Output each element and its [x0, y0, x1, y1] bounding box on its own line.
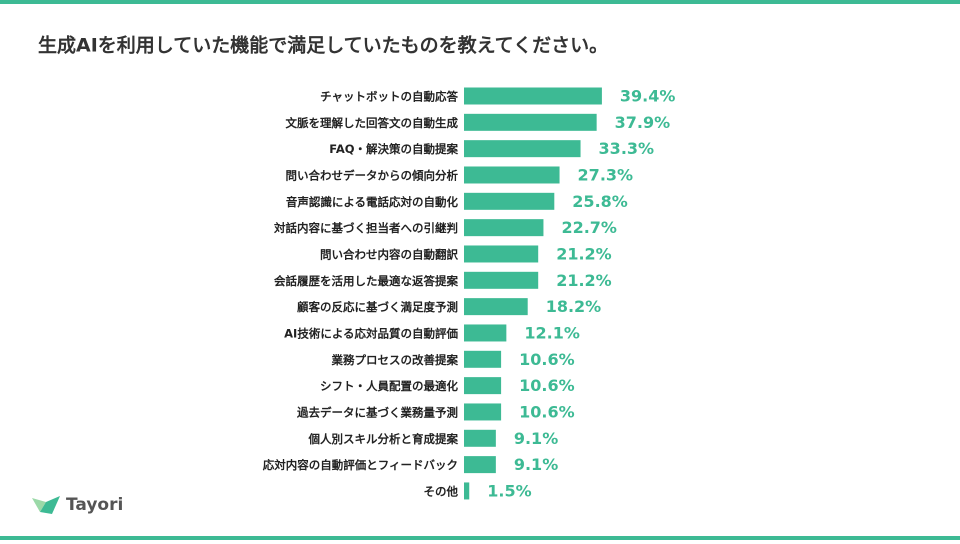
value-label: 10.6%	[519, 350, 575, 369]
bar	[464, 219, 544, 237]
value-label: 1.5%	[487, 481, 531, 500]
value-label: 12.1%	[524, 323, 580, 342]
bar	[464, 87, 602, 105]
bar	[464, 113, 597, 131]
category-label: その他	[424, 484, 459, 498]
value-label: 27.3%	[578, 165, 634, 184]
top-band	[0, 0, 960, 4]
category-label: AI技術による応対品質の自動評価	[284, 326, 458, 340]
category-label: 会話履歴を活用した最適な返答提案	[273, 274, 458, 288]
value-label: 39.4%	[620, 87, 676, 106]
category-label: 問い合わせ内容の自動翻訳	[320, 247, 458, 261]
chart-title: 生成AIを利用していた機能で満足していたものを教えてください。	[38, 34, 608, 57]
value-label: 22.7%	[561, 218, 617, 237]
bar	[464, 245, 539, 263]
bar	[464, 140, 581, 158]
value-label: 21.2%	[556, 271, 612, 290]
category-label: 業務プロセスの改善提案	[331, 353, 459, 367]
value-label: 37.9%	[615, 113, 671, 132]
logo-icon	[32, 496, 60, 514]
bar	[464, 166, 560, 184]
value-label: 33.3%	[599, 139, 655, 158]
category-label: 顧客の反応に基づく満足度予測	[297, 300, 458, 314]
category-label: 応対内容の自動評価とフィードバック	[263, 458, 458, 472]
category-label: シフト・人員配置の最適化	[320, 379, 458, 393]
value-label: 25.8%	[572, 192, 628, 211]
bar	[464, 456, 496, 474]
bar	[464, 482, 470, 500]
bar	[464, 429, 496, 447]
bar	[464, 298, 528, 316]
category-label: チャットボットの自動応答	[320, 90, 458, 104]
bottom-band	[0, 536, 960, 540]
bar	[464, 192, 555, 210]
value-label: 9.1%	[514, 455, 558, 474]
value-label: 18.2%	[546, 297, 602, 316]
bar	[464, 350, 502, 368]
logo-text: Tayori	[66, 495, 123, 515]
bar	[464, 403, 502, 421]
category-label: 文脈を理解した回答文の自動生成	[286, 116, 459, 130]
bar	[464, 377, 502, 395]
bar	[464, 271, 539, 289]
category-label: 対話内容に基づく担当者への引継判	[273, 221, 458, 235]
category-label: FAQ・解決策の自動提案	[329, 142, 458, 156]
category-label: 問い合わせデータからの傾向分析	[286, 168, 459, 182]
value-label: 9.1%	[514, 429, 558, 448]
value-label: 21.2%	[556, 244, 612, 263]
value-label: 10.6%	[519, 376, 575, 395]
value-label: 10.6%	[519, 402, 575, 421]
category-label: 過去データに基づく業務量予測	[296, 405, 458, 419]
bar	[464, 324, 507, 342]
category-label: 音声認識による電話応対の自動化	[286, 195, 459, 209]
category-label: 個人別スキル分析と育成提案	[308, 432, 459, 446]
